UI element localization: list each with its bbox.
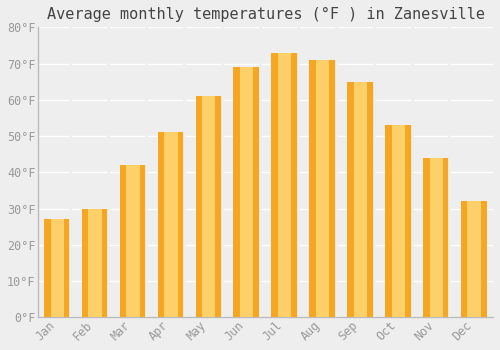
Bar — [461, 201, 474, 317]
Bar — [272, 52, 284, 317]
Bar — [392, 125, 405, 317]
Bar — [354, 82, 367, 317]
Bar — [436, 158, 450, 317]
Bar — [278, 52, 291, 317]
Bar — [284, 52, 298, 317]
Bar — [50, 219, 64, 317]
Bar — [164, 132, 177, 317]
Title: Average monthly temperatures (°F ) in Zanesville: Average monthly temperatures (°F ) in Za… — [46, 7, 484, 22]
Bar — [196, 96, 209, 317]
Bar — [423, 158, 436, 317]
Bar — [322, 60, 336, 317]
Bar — [474, 201, 488, 317]
Bar — [44, 219, 57, 317]
Bar — [209, 96, 222, 317]
Bar — [126, 165, 140, 317]
Bar — [82, 209, 95, 317]
Bar — [133, 165, 146, 317]
Bar — [309, 60, 322, 317]
Bar — [234, 67, 246, 317]
Bar — [360, 82, 374, 317]
Bar — [88, 209, 102, 317]
Bar — [246, 67, 260, 317]
Bar — [202, 96, 215, 317]
Bar — [316, 60, 329, 317]
Bar — [398, 125, 411, 317]
Bar — [468, 201, 480, 317]
Bar — [430, 158, 443, 317]
Bar — [240, 67, 254, 317]
Bar — [57, 219, 70, 317]
Bar — [171, 132, 184, 317]
Bar — [95, 209, 108, 317]
Bar — [347, 82, 360, 317]
Bar — [385, 125, 398, 317]
Bar — [120, 165, 133, 317]
Bar — [158, 132, 171, 317]
